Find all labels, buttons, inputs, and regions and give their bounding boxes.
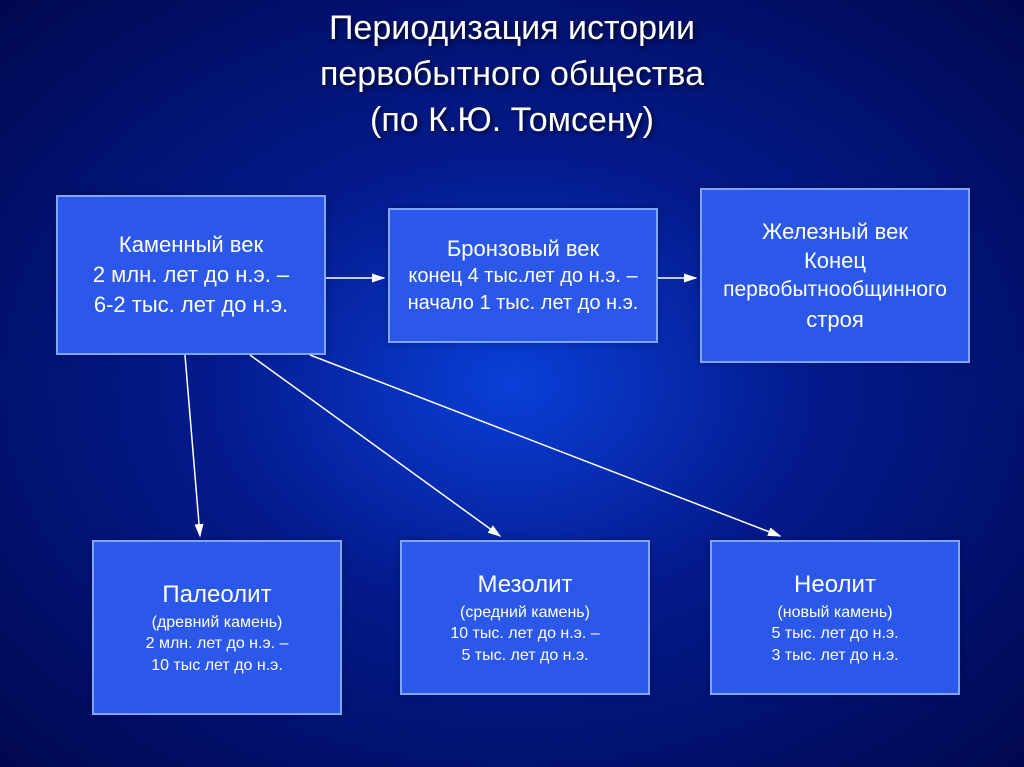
node-mesolithic-s1: (средний камень) bbox=[450, 602, 599, 624]
title-line-2: первобытного общества bbox=[320, 55, 704, 93]
arrow-a-e bbox=[250, 355, 500, 536]
node-bronze-age-line3: начало 1 тыс. лет до н.э. bbox=[408, 290, 639, 317]
node-neolithic: Неолит (новый камень) 5 тыс. лет до н.э.… bbox=[710, 540, 960, 695]
node-iron-age-line3: первобытнообщинного bbox=[723, 276, 947, 304]
node-paleolithic-title: Палеолит bbox=[162, 579, 271, 610]
node-paleolithic-s1: (древний камень) bbox=[146, 612, 289, 634]
node-paleolithic: Палеолит (древний камень) 2 млн. лет до … bbox=[92, 540, 342, 715]
title-line-1: Периодизация истории bbox=[329, 9, 695, 47]
arrow-a-d bbox=[185, 355, 200, 536]
node-mesolithic-s2: 10 тыс. лет до н.э. – bbox=[450, 623, 599, 645]
slide-title: Периодизация истории первобытного общест… bbox=[0, 0, 1024, 144]
node-neolithic-s3: 3 тыс. лет до н.э. bbox=[771, 645, 898, 667]
node-iron-age-line2: Конец bbox=[804, 246, 866, 276]
node-stone-age-line3: 6-2 тыс. лет до н.э. bbox=[94, 290, 288, 320]
title-line-3: (по К.Ю. Томсену) bbox=[370, 101, 654, 139]
node-iron-age-line1: Железный век bbox=[762, 217, 908, 247]
node-paleolithic-s2: 2 млн. лет до н.э. – bbox=[146, 633, 289, 655]
node-stone-age: Каменный век 2 млн. лет до н.э. – 6-2 ты… bbox=[56, 195, 326, 355]
node-bronze-age-line2: конец 4 тыс.лет до н.э. – bbox=[408, 263, 637, 290]
node-neolithic-title: Неолит bbox=[794, 569, 876, 600]
node-iron-age-line4: строя bbox=[806, 305, 863, 335]
node-bronze-age-line1: Бронзовый век bbox=[447, 234, 599, 264]
node-iron-age: Железный век Конец первобытнообщинного с… bbox=[700, 188, 970, 363]
node-neolithic-s2: 5 тыс. лет до н.э. bbox=[771, 623, 898, 645]
node-mesolithic-s3: 5 тыс. лет до н.э. bbox=[450, 645, 599, 667]
arrow-a-f bbox=[310, 355, 780, 536]
node-bronze-age: Бронзовый век конец 4 тыс.лет до н.э. – … bbox=[388, 208, 658, 343]
node-neolithic-s1: (новый камень) bbox=[771, 602, 898, 624]
node-stone-age-line1: Каменный век bbox=[119, 230, 263, 260]
node-stone-age-line2: 2 млн. лет до н.э. – bbox=[93, 260, 289, 290]
node-mesolithic-title: Мезолит bbox=[477, 569, 572, 600]
node-mesolithic: Мезолит (средний камень) 10 тыс. лет до … bbox=[400, 540, 650, 695]
node-paleolithic-s3: 10 тыс лет до н.э. bbox=[146, 655, 289, 677]
